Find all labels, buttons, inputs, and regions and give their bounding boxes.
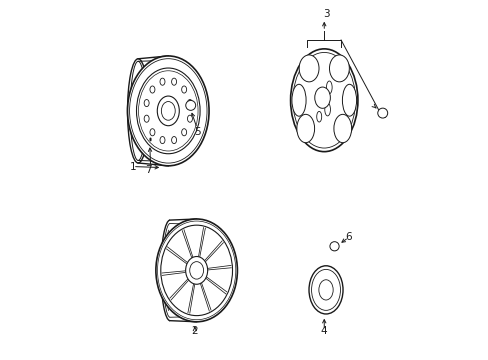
Ellipse shape — [144, 99, 149, 107]
Ellipse shape — [127, 59, 148, 163]
Text: 6: 6 — [345, 233, 351, 242]
Ellipse shape — [150, 129, 155, 136]
Text: 4: 4 — [320, 326, 327, 336]
Ellipse shape — [342, 84, 356, 116]
Ellipse shape — [314, 87, 330, 108]
Ellipse shape — [316, 111, 321, 122]
Ellipse shape — [326, 81, 331, 94]
Ellipse shape — [171, 136, 176, 144]
Ellipse shape — [291, 84, 305, 116]
Text: 5: 5 — [194, 127, 201, 137]
Ellipse shape — [185, 257, 207, 284]
Ellipse shape — [290, 49, 357, 152]
Ellipse shape — [299, 55, 318, 82]
Text: 1: 1 — [129, 162, 136, 171]
Ellipse shape — [156, 219, 237, 322]
Ellipse shape — [308, 266, 343, 314]
Ellipse shape — [171, 78, 176, 85]
Ellipse shape — [182, 129, 186, 136]
Ellipse shape — [324, 103, 330, 116]
Ellipse shape — [157, 96, 179, 126]
Text: 3: 3 — [322, 9, 328, 19]
Text: 7: 7 — [144, 165, 151, 175]
Ellipse shape — [296, 114, 314, 143]
Ellipse shape — [127, 56, 209, 166]
Ellipse shape — [318, 90, 325, 105]
Ellipse shape — [182, 86, 186, 93]
Ellipse shape — [187, 99, 192, 107]
Ellipse shape — [185, 100, 195, 111]
Ellipse shape — [150, 86, 155, 93]
Ellipse shape — [187, 115, 192, 122]
Ellipse shape — [329, 55, 348, 82]
Ellipse shape — [333, 114, 351, 143]
Ellipse shape — [160, 78, 164, 85]
Ellipse shape — [160, 136, 164, 144]
Ellipse shape — [329, 242, 339, 251]
Text: 2: 2 — [191, 326, 198, 336]
Ellipse shape — [144, 115, 149, 122]
Ellipse shape — [377, 108, 387, 118]
